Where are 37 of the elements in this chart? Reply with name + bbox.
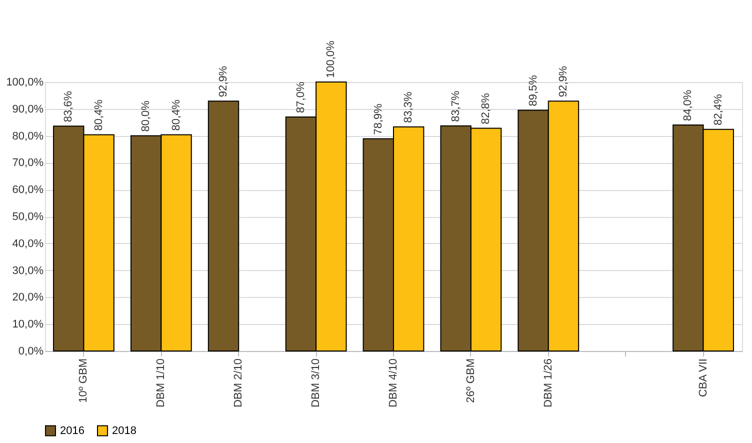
data-label: 83,3%: [402, 92, 415, 123]
data-label: 89,5%: [527, 74, 540, 106]
y-tick-label: 40,0%: [12, 238, 44, 250]
x-tick-label: DBM 2/10: [232, 358, 245, 408]
y-tick-label: 20,0%: [12, 292, 44, 304]
data-label: 78,9%: [372, 103, 384, 135]
y-tick-label: 50,0%: [12, 211, 44, 223]
y-tick-label: 60,0%: [12, 184, 44, 196]
data-label: 84,0%: [682, 90, 694, 122]
y-tick-label: 10,0%: [12, 318, 44, 331]
bar: [208, 100, 240, 352]
x-tick-label: 26º GBM: [464, 358, 477, 403]
x-tick-label: 10º GBM: [78, 358, 90, 403]
data-label: 82,4%: [712, 94, 724, 126]
data-label: 80,4%: [92, 99, 105, 131]
y-tick-label: 100,0%: [6, 76, 44, 88]
data-label: 92,9%: [557, 66, 570, 98]
x-tick-label: DBM 1/10: [155, 358, 168, 408]
data-label: 87,0%: [294, 82, 307, 113]
y-tick-label: 90,0%: [12, 103, 44, 116]
y-tick-label: 30,0%: [12, 264, 44, 277]
x-tick-label: DBM 1/26: [542, 358, 554, 408]
data-label: 92,9%: [218, 66, 230, 98]
x-tick-label: CBA VII: [697, 358, 710, 398]
x-tick-label: DBM 4/10: [388, 358, 400, 408]
data-label: 80,0%: [140, 100, 152, 132]
legend-label: 2016: [60, 424, 84, 437]
y-tick-label: 70,0%: [12, 157, 44, 170]
data-label: 100,0%: [325, 40, 338, 78]
data-label: 82,8%: [480, 92, 492, 124]
y-tick-label: 0,0%: [18, 346, 44, 358]
data-label: 83,6%: [62, 90, 75, 122]
y-tick-label: 80,0%: [12, 130, 44, 142]
legend-label: 2018: [112, 424, 136, 437]
x-tick-label: DBM 3/10: [310, 358, 322, 408]
data-label: 83,7%: [450, 90, 462, 122]
data-label: 80,4%: [170, 99, 182, 131]
